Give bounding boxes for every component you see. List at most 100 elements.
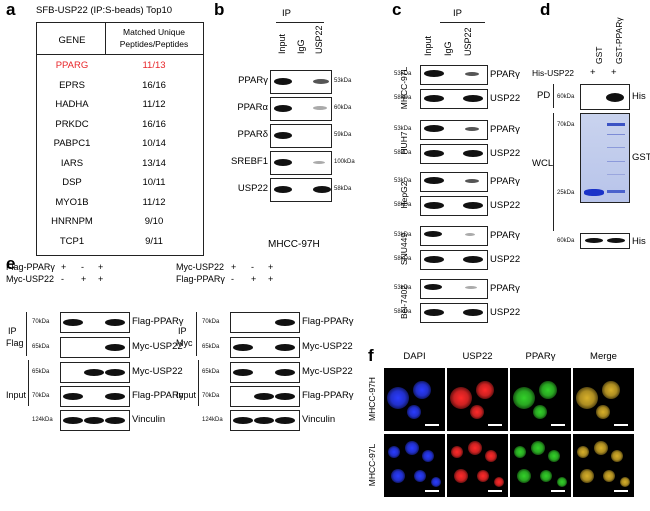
micrograph bbox=[573, 434, 634, 497]
channel-label: DAPI bbox=[403, 351, 426, 362]
micrograph bbox=[384, 368, 445, 431]
blot-band bbox=[105, 393, 125, 400]
blot-band bbox=[275, 417, 295, 424]
micrograph bbox=[510, 434, 571, 497]
blot-band bbox=[63, 319, 83, 326]
blot-strip bbox=[60, 386, 130, 407]
scale-bar bbox=[488, 424, 502, 426]
gene-name: EPRS bbox=[59, 79, 85, 91]
cell-nucleus bbox=[407, 405, 421, 419]
mw-marker: 53kDa bbox=[394, 178, 412, 184]
blot-strip bbox=[60, 337, 130, 358]
mw-marker: 53kDa bbox=[394, 126, 412, 132]
lane-label: USP22 bbox=[314, 25, 324, 54]
blot-target: Flag-PPARγ bbox=[302, 390, 354, 401]
panel-b-label: b bbox=[214, 0, 225, 19]
ip-label: IP bbox=[178, 326, 187, 336]
treatment-sign: + bbox=[81, 274, 87, 284]
cell-nucleus bbox=[477, 470, 489, 482]
blot-band bbox=[274, 186, 292, 193]
d-pd-bracket bbox=[553, 84, 554, 108]
panel-a-title: SFB-USP22 (IP:S-beads) Top10 bbox=[36, 5, 173, 16]
ip-label: IP bbox=[8, 326, 17, 336]
blot-target: PPARγ bbox=[490, 230, 520, 241]
blot-band bbox=[465, 233, 475, 236]
blot-target: PPARδ bbox=[237, 129, 268, 140]
cell-nucleus bbox=[540, 470, 552, 482]
blot-target: Flag-PPARγ bbox=[132, 316, 184, 327]
treatment-sign: + bbox=[98, 262, 104, 272]
cell-nucleus bbox=[485, 450, 497, 462]
input-label: Input bbox=[6, 390, 27, 400]
blot-target: Flag-PPARγ bbox=[302, 316, 354, 327]
mw-marker: 58kDa bbox=[394, 95, 412, 101]
blot-target: USP22 bbox=[490, 307, 521, 318]
blot-band bbox=[424, 202, 444, 209]
cell-line-label: SNU449 bbox=[399, 232, 409, 266]
treatment-sign: + bbox=[231, 262, 237, 272]
blot-band bbox=[424, 125, 444, 132]
mw-marker: 58kDa bbox=[394, 309, 412, 315]
treatment-sign: - bbox=[61, 274, 64, 284]
cell-nucleus bbox=[514, 446, 526, 458]
d-wcl-label: WCL bbox=[532, 158, 554, 169]
blot-target: SREBF1 bbox=[231, 156, 268, 167]
panel-e-label: e bbox=[6, 254, 16, 273]
blot-strip bbox=[230, 337, 300, 358]
cell-nucleus bbox=[414, 470, 426, 482]
cell-nucleus bbox=[391, 469, 405, 483]
cell-nucleus bbox=[451, 446, 463, 458]
cell-nucleus bbox=[405, 441, 419, 455]
peptide-count: 13/14 bbox=[142, 157, 166, 169]
peptide-count: 10/11 bbox=[142, 177, 166, 188]
lane-gst-ppar: GST-PPARγ bbox=[614, 17, 624, 64]
blot-band bbox=[424, 177, 444, 184]
mw-marker: 53kDa bbox=[394, 285, 412, 291]
d-his-label: His bbox=[632, 91, 646, 102]
blot-target: PPARγ bbox=[490, 124, 520, 135]
gene-name: HADHA bbox=[55, 99, 89, 110]
treatment-sign: - bbox=[231, 274, 234, 284]
blot-target: USP22 bbox=[490, 93, 521, 104]
micrograph bbox=[447, 434, 508, 497]
cell-nucleus bbox=[454, 469, 468, 483]
mw-marker: 58kDa bbox=[394, 150, 412, 156]
blot-band bbox=[63, 417, 83, 424]
panel-c-ip-line bbox=[440, 22, 485, 23]
blot-band bbox=[463, 256, 483, 263]
treatment-label: Flag-PPARγ bbox=[6, 262, 55, 272]
blot-strip bbox=[230, 312, 300, 333]
blot-strip bbox=[270, 178, 332, 202]
blot-target: Myc-USP22 bbox=[302, 341, 353, 352]
blot-band bbox=[424, 231, 442, 237]
lane-label: IgG bbox=[443, 41, 453, 56]
blot-target: PPARγ bbox=[490, 176, 520, 187]
blot-band bbox=[465, 179, 479, 183]
table-header-divider bbox=[105, 23, 106, 54]
cell-nucleus bbox=[513, 387, 535, 409]
table-header-rule bbox=[37, 54, 203, 55]
blot-band bbox=[233, 344, 253, 351]
blot-band bbox=[233, 369, 253, 376]
blot-target: Myc-USP22 bbox=[132, 366, 183, 377]
blot-strip bbox=[270, 97, 332, 121]
cell-nucleus bbox=[580, 469, 594, 483]
mw-marker: 70kDa bbox=[32, 319, 50, 325]
channel-label: Merge bbox=[590, 351, 617, 362]
mw-marker: 65kDa bbox=[202, 369, 220, 375]
panel-b-ip: IP bbox=[282, 8, 291, 19]
ip-bracket bbox=[26, 312, 27, 356]
cell-nucleus bbox=[388, 446, 400, 458]
blot-band bbox=[463, 309, 483, 316]
treatment-sign: + bbox=[98, 274, 104, 284]
blot-target: PPARγ bbox=[238, 75, 268, 86]
mw-marker: 70kDa bbox=[202, 393, 220, 399]
d-mw-70: 70kDa bbox=[557, 122, 575, 128]
panel-f-label: f bbox=[368, 346, 374, 365]
mw-marker: 58kDa bbox=[394, 202, 412, 208]
lane-label: Input bbox=[423, 35, 433, 56]
d-sign-2: + bbox=[611, 67, 617, 78]
blot-band bbox=[463, 95, 483, 102]
row-label: MHCC-97H bbox=[367, 377, 377, 421]
blot-target: USP22 bbox=[490, 254, 521, 265]
